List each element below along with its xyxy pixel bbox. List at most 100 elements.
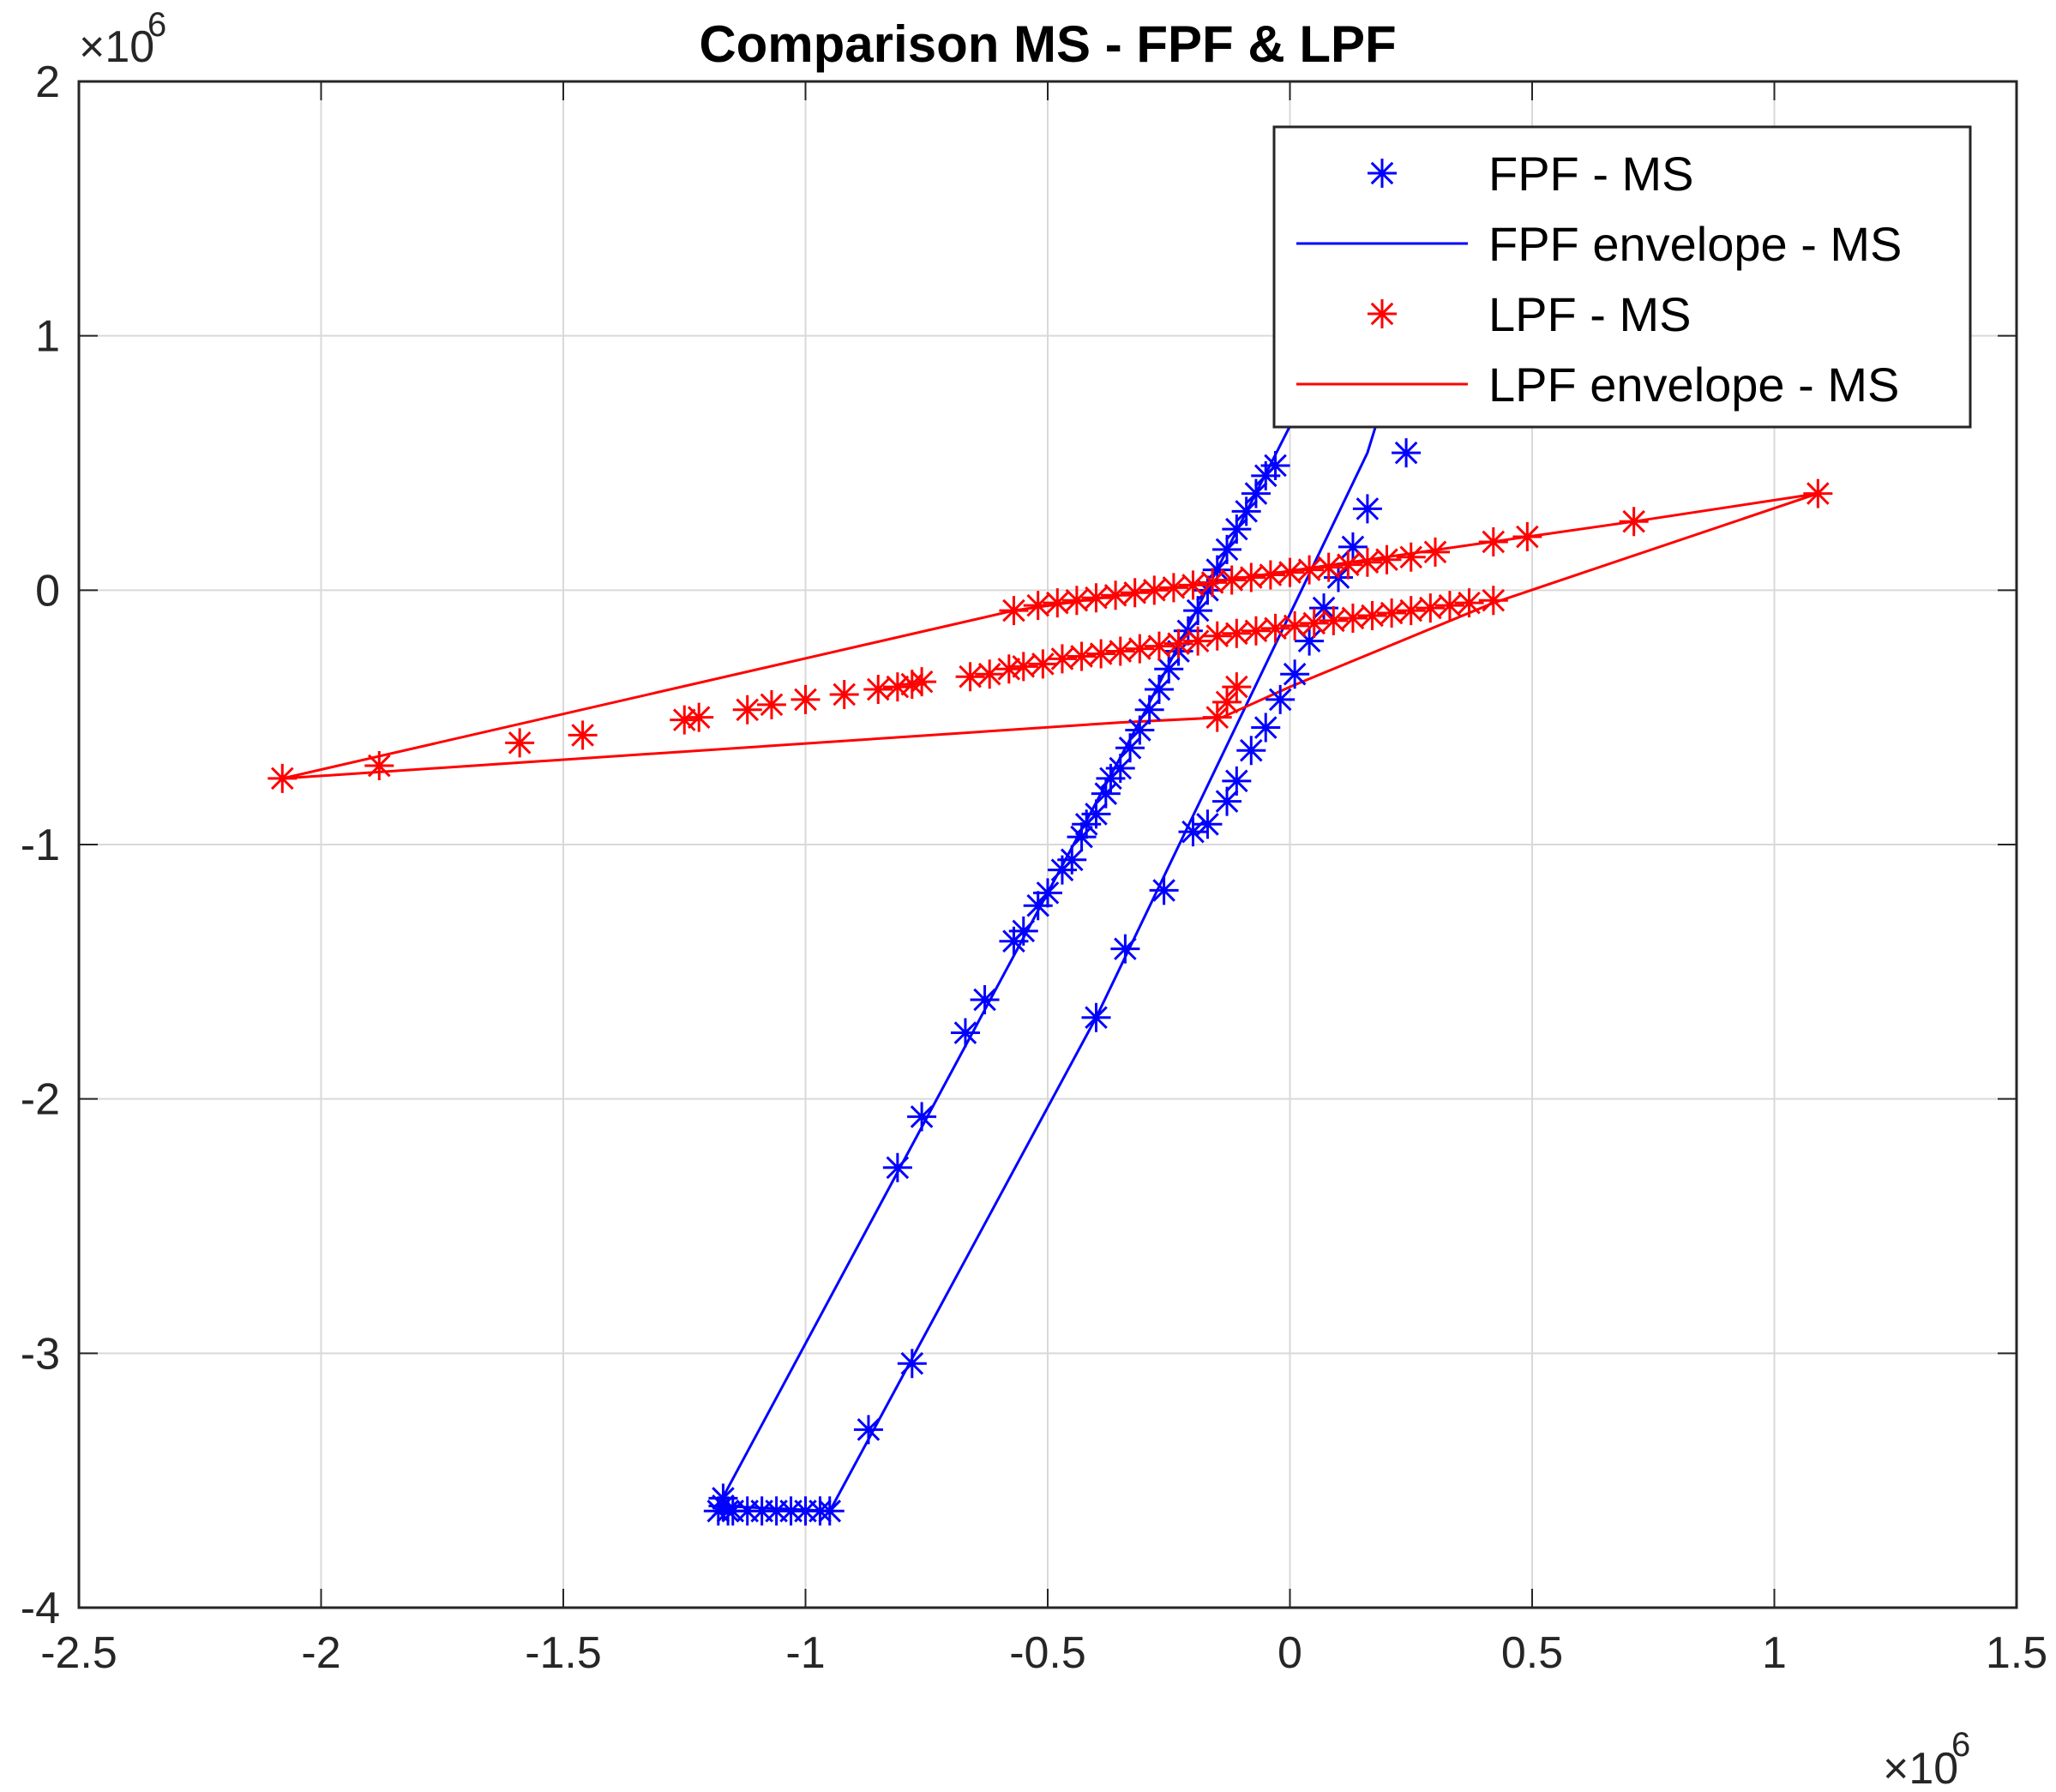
legend-label: FPF envelope - MS [1488,217,1902,271]
data-point [1047,644,1077,674]
x-tick-label: 1 [1762,1628,1787,1678]
data-point [1105,754,1135,783]
data-point [684,702,714,732]
data-point [853,1415,883,1445]
data-point [1067,641,1097,671]
data-point [732,695,762,725]
y-tick-label: -3 [21,1329,60,1379]
data-point [1338,603,1368,633]
data-point [1120,578,1150,608]
data-point [1115,733,1145,763]
data-point [1280,659,1310,689]
data-point [1110,934,1140,964]
data-point [815,1496,845,1526]
data-point [1222,514,1252,544]
data-point [1125,634,1155,664]
data-point [1619,507,1649,537]
data-point [1309,593,1339,623]
x-tick-label: -0.5 [1009,1628,1086,1678]
data-point [994,654,1024,684]
data-point [756,689,786,719]
data-point [897,670,927,700]
data-point [1125,715,1155,745]
legend: FPF - MS FPF envelope - MS LPF - MS LPF env… [1272,125,1972,429]
data-point [1352,547,1382,577]
data-point [1178,817,1208,847]
data-point [268,763,298,793]
data-point [863,675,893,705]
data-point [1255,560,1285,590]
data-point [1260,450,1290,480]
data-point [670,705,700,735]
data-point [829,679,859,709]
data-point [1265,684,1296,714]
data-point [1139,575,1169,605]
y-multiplier-base: ×10 [79,22,154,72]
legend-label: FPF - MS [1488,147,1694,201]
data-point [1236,736,1266,766]
data-point [364,751,394,781]
data-point [1043,588,1073,618]
data-point [1081,583,1111,613]
data-point [1202,702,1232,732]
x-tick-label: -1 [785,1628,825,1678]
data-point [1421,537,1450,567]
y-multiplier-exponent: 6 [147,6,166,44]
y-tick-label: 0 [35,566,60,616]
data-point [1222,672,1252,702]
data-point [882,1152,912,1182]
x-tick-label: 1.5 [1986,1628,2047,1678]
x-multiplier-base: ×10 [1883,1744,1958,1792]
data-point [1023,891,1053,921]
data-point [1105,636,1135,666]
data-point [1163,628,1193,658]
data-point [1434,591,1464,621]
y-multiplier: ×10 6 [79,6,166,72]
data-point [1241,478,1271,508]
data-point [1236,562,1266,592]
data-point [1193,809,1223,839]
data-point [907,1102,937,1132]
data-point [1454,588,1484,618]
data-point [882,672,912,702]
data-point [950,1018,980,1048]
data-point [1478,586,1508,616]
legend-marker [1368,299,1397,328]
legend-entry: FPF - MS [1368,147,1694,201]
data-point [1377,598,1407,628]
data-point [1091,779,1121,809]
data-point [1101,580,1131,610]
data-point [1144,675,1174,705]
lpf-ms-markers [268,478,1833,793]
data-point [897,1349,927,1379]
data-point [1319,605,1349,635]
data-point [1357,601,1387,630]
data-point [1202,621,1232,651]
x-tick-label: -1.5 [525,1628,602,1678]
data-point [1158,573,1188,603]
data-point [1081,799,1111,829]
data-point [955,662,985,692]
axes: -2.5 -2 -1.5 -1 -0.5 0 0.5 1 1.5 -4 -3 -2 -1 0 1 2 [21,57,2047,1678]
data-point [1352,494,1382,524]
data-point [1416,593,1446,623]
data-point [1081,1002,1111,1032]
data-point [505,728,535,758]
legend-entry: FPF envelope - MS [1296,217,1902,271]
data-point [1299,608,1329,638]
data-point [1217,565,1247,595]
data-point [907,667,937,697]
data-point [1338,532,1368,562]
data-point [1512,522,1542,552]
data-point [1280,610,1310,640]
data-point [999,596,1029,626]
y-tick-label: -1 [21,821,60,870]
data-point [1061,586,1091,616]
data-point [1314,552,1344,582]
x-tick-label: -2.5 [40,1628,117,1678]
data-point [1067,822,1097,852]
data-point [568,720,598,750]
data-point [1333,550,1363,580]
data-point [1231,496,1261,526]
